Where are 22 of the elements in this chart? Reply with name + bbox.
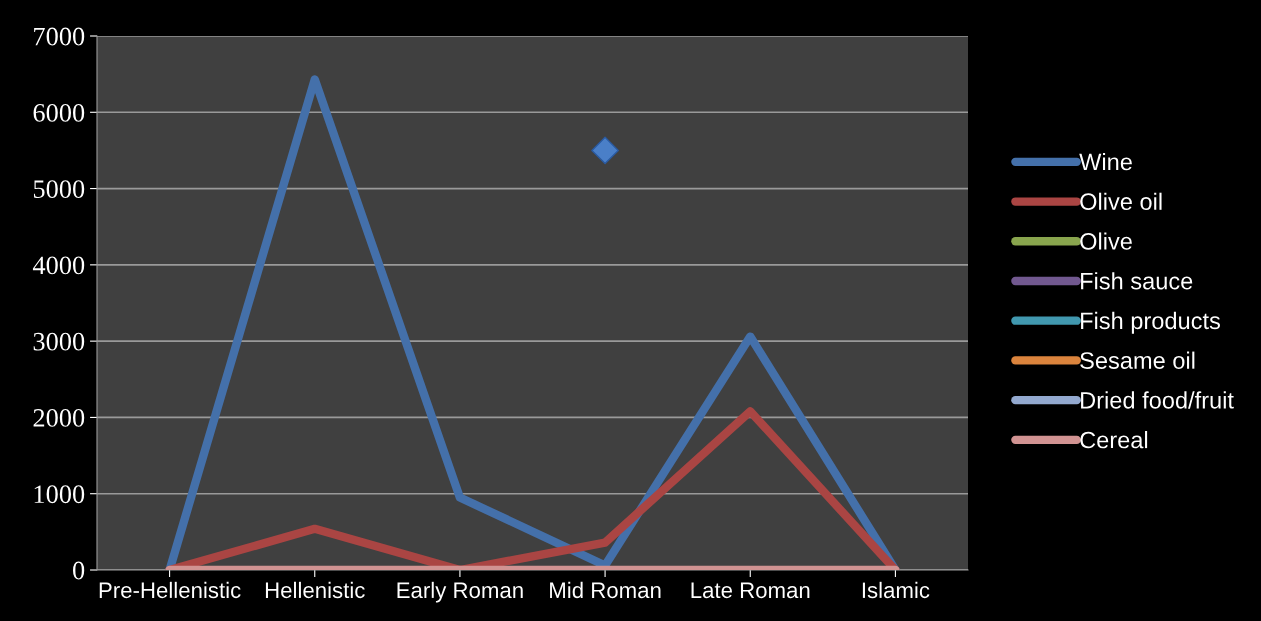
x-tick-label: Pre-Hellenistic [99,581,241,599]
x-tick-label: Late Roman [691,582,810,599]
legend-label: Dried food/fruit [1081,391,1234,409]
legend-label: Fish products [1081,311,1220,334]
legend-label: Cereal [1080,431,1148,449]
legend-label: Sesame oil [1080,351,1195,369]
y-tick-label: 2000 [33,409,85,427]
y-tick-label: 5000 [33,180,85,198]
y-tick-label: 6000 [33,103,85,122]
y-tick-label: 7000 [34,27,85,46]
y-tick-label: 0 [73,561,85,580]
legend-label: Fish sauce [1081,272,1193,290]
legend-label: Wine [1079,152,1132,171]
legend-label: Olive [1080,232,1132,250]
y-tick-label: 3000 [33,332,85,351]
y-tick-label: 4000 [32,256,85,275]
x-tick-label: Hellenistic [265,581,365,599]
x-tick-label: Mid Roman [550,581,661,599]
x-tick-label: Islamic [862,581,930,599]
x-tick-label: Early Roman [397,581,523,603]
legend-label: Olive oil [1080,192,1162,211]
y-tick-label: 1000 [34,485,85,504]
